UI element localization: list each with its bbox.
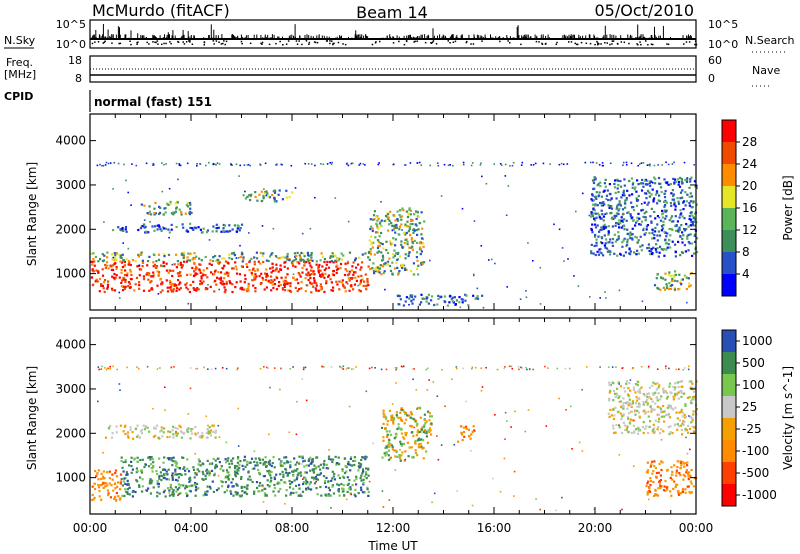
xtick-label-4: 16:00 xyxy=(477,521,512,535)
power-colorbar-tick-label-4: 20 xyxy=(742,179,757,193)
ytick-label-3: 4000 xyxy=(55,338,86,352)
velocity-echo-region-1 xyxy=(120,455,370,498)
power-echo-region-7 xyxy=(590,176,699,258)
velocity-colorbar-tick-label-6: -500 xyxy=(742,466,769,480)
nsearch-tick-bottom: 10^0 xyxy=(708,38,738,51)
power-echo-region-8 xyxy=(653,270,693,291)
power-colorbar-swatch-7 xyxy=(722,120,736,142)
velocity-colorbar-label: Velocity [m s^-1] xyxy=(781,366,795,470)
nsearch-tick-top: 10^5 xyxy=(708,18,738,31)
velocity-colorbar-swatch-7 xyxy=(722,484,736,506)
xtick-label-1: 04:00 xyxy=(174,521,209,535)
velocity-sparse-echoes xyxy=(93,365,691,512)
xtick-label-0: 00:00 xyxy=(73,521,108,535)
power-colorbar-tick-label-6: 28 xyxy=(742,135,757,149)
velocity-echo-region-3 xyxy=(380,406,433,462)
freq-strip: Freq. [MHz] 18 8 60 0 Nave xyxy=(4,54,780,87)
power-ylabel: Slant Range [km] xyxy=(25,162,39,266)
velocity-echo-region-5 xyxy=(607,380,698,436)
power-colorbar-tick-label-2: 12 xyxy=(742,223,757,237)
power-echo-region-6 xyxy=(396,293,484,307)
velocity-ylabel: Slant Range [km] xyxy=(25,366,39,470)
freq-tick-bottom: 8 xyxy=(75,72,82,85)
power-colorbar-swatch-6 xyxy=(722,142,736,164)
power-colorbar-swatch-3 xyxy=(722,208,736,230)
ytick-label-1: 2000 xyxy=(55,426,86,440)
station-title: McMurdo (fitACF) xyxy=(92,1,230,20)
velocity-echo-region-4 xyxy=(457,425,476,443)
nsky-tick-bottom: 10^0 xyxy=(56,38,86,51)
ytick-label-1: 2000 xyxy=(55,222,86,236)
ytick-label-0: 1000 xyxy=(55,471,86,485)
xtick-label-5: 20:00 xyxy=(578,521,613,535)
velocity-colorbar-tick-label-1: 500 xyxy=(742,356,765,370)
power-colorbar-swatch-4 xyxy=(722,186,736,208)
freq-label-2: [MHz] xyxy=(4,68,36,81)
power-colorbar-swatch-0 xyxy=(722,274,736,296)
power-colorbar-tick-label-1: 8 xyxy=(742,245,750,259)
nsky-tick-top: 10^5 xyxy=(56,18,86,31)
freq-label-1: Freq. xyxy=(6,56,33,69)
velocity-colorbar-tick-label-5: -100 xyxy=(742,444,769,458)
velocity-colorbar-swatch-6 xyxy=(722,462,736,484)
nsky-label: N.Sky xyxy=(4,34,36,47)
power-echo-region-1 xyxy=(90,251,370,263)
velocity-colorbar-swatch-5 xyxy=(722,440,736,462)
power-echo-region-2 xyxy=(112,222,244,234)
date-title: 05/Oct/2010 xyxy=(594,1,694,20)
xtick-label-2: 08:00 xyxy=(275,521,310,535)
power-colorbar-tick-label-5: 24 xyxy=(742,157,757,171)
nsky-strip: N.Sky 10^5 10^0 10^5 10^0 N.Search xyxy=(4,18,795,53)
nave-tick-bottom: 0 xyxy=(708,72,715,85)
velocity-colorbar-tick-label-4: -25 xyxy=(742,422,762,436)
velocity-colorbar-swatch-4 xyxy=(722,418,736,440)
nave-label: Nave xyxy=(752,64,780,77)
nsearch-label: N.Search xyxy=(745,34,795,47)
velocity-colorbar-tick-label-2: 100 xyxy=(742,378,765,392)
ytick-label-0: 1000 xyxy=(55,267,86,281)
ytick-label-2: 3000 xyxy=(55,178,86,192)
velocity-colorbar-swatch-2 xyxy=(722,374,736,396)
power-echo-region-3 xyxy=(140,200,193,216)
velocity-echo-region-6 xyxy=(645,460,698,497)
xtick-label-6: 00:00 xyxy=(679,521,714,535)
power-echo-region-0 xyxy=(90,260,370,294)
velocity-colorbar: 1000 500 100 25 -25 -100 -500 -1000 Velocity [m… xyxy=(721,329,795,507)
nave-tick-top: 60 xyxy=(708,54,722,67)
power-panel: 1000 2000 3000 4000 Slant Range [km] xyxy=(25,113,699,311)
cpid-strip: CPID normal (fast) 151 xyxy=(4,90,212,112)
power-colorbar-label: Power [dB] xyxy=(781,175,795,240)
velocity-colorbar-tick-label-0: 1000 xyxy=(742,334,773,348)
power-colorbar-swatch-2 xyxy=(722,230,736,252)
cpid-value: normal (fast) 151 xyxy=(94,95,212,109)
cpid-label: CPID xyxy=(4,90,33,103)
power-colorbar: 4 8 12 16 20 24 28 Power [dB] xyxy=(721,119,795,297)
ytick-label-2: 3000 xyxy=(55,382,86,396)
ytick-label-3: 4000 xyxy=(55,134,86,148)
power-colorbar-swatch-5 xyxy=(722,164,736,186)
velocity-panel: 1000 2000 3000 4000 00:00 04:00 08:00 12:00 16:… xyxy=(25,317,714,553)
freq-tick-top: 18 xyxy=(68,54,82,67)
power-echo-region-4 xyxy=(242,189,294,203)
beam-title: Beam 14 xyxy=(356,3,428,22)
velocity-echo-region-2 xyxy=(104,424,217,440)
velocity-colorbar-tick-label-7: -1000 xyxy=(742,488,777,502)
velocity-colorbar-swatch-0 xyxy=(722,330,736,352)
velocity-colorbar-tick-label-3: 25 xyxy=(742,400,757,414)
power-echo-region-5 xyxy=(367,207,426,276)
power-colorbar-tick-label-3: 16 xyxy=(742,201,757,215)
power-sparse-echoes xyxy=(96,161,695,309)
x-axis-label: Time UT xyxy=(367,539,418,553)
power-colorbar-tick-label-0: 4 xyxy=(742,267,750,281)
power-colorbar-swatch-1 xyxy=(722,252,736,274)
velocity-echo-region-0 xyxy=(90,469,123,502)
xtick-label-3: 12:00 xyxy=(376,521,411,535)
velocity-colorbar-swatch-3 xyxy=(722,396,736,418)
velocity-colorbar-swatch-1 xyxy=(722,352,736,374)
